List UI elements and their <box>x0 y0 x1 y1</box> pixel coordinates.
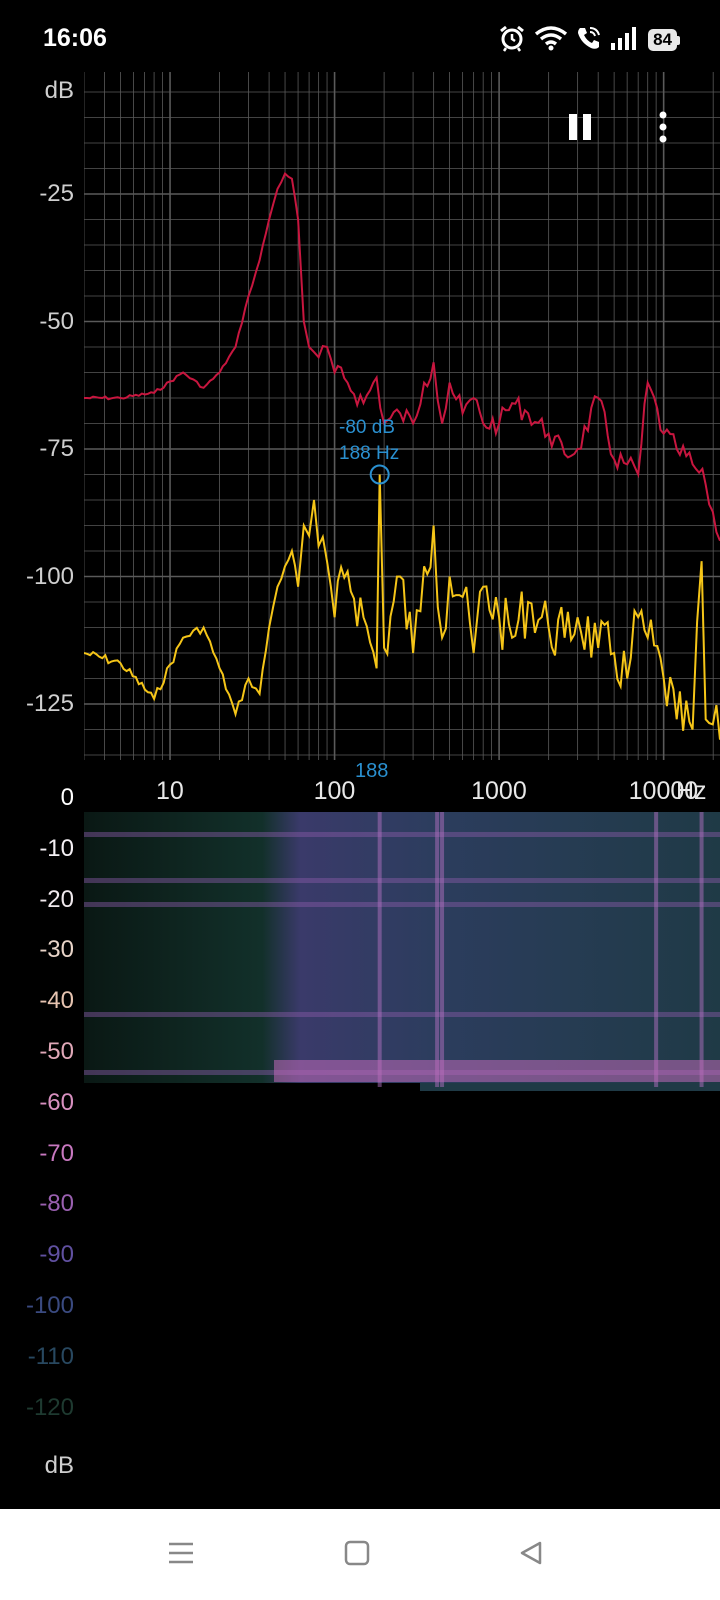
battery-level: 84 <box>648 29 677 51</box>
fft-chart[interactable] <box>84 72 720 760</box>
spectrogram-y-tick: -60 <box>39 1088 74 1116</box>
more-options-button[interactable] <box>654 110 672 146</box>
cursor-marker <box>369 464 390 485</box>
wifi-call-icon <box>576 25 602 56</box>
battery-icon: 84 <box>648 29 680 51</box>
fft-y-unit: dB <box>44 77 74 104</box>
fft-y-tick: -50 <box>39 307 74 335</box>
spectrogram-y-unit: dB <box>44 1452 74 1479</box>
fft-y-tick: -125 <box>25 690 74 717</box>
fft-x-tick: 10 <box>156 777 184 805</box>
spectrogram-band <box>84 832 720 837</box>
cursor-axis-marker: 188 <box>355 760 389 782</box>
spectrogram-y-tick: -30 <box>39 936 74 964</box>
status-bar: 16:06 84 <box>0 0 720 72</box>
fft-grid <box>84 72 720 760</box>
fft-x-unit: Hz <box>676 777 707 805</box>
spectrogram-y-tick: -70 <box>39 1139 74 1167</box>
spectrogram-band <box>84 902 720 907</box>
spectrogram-y-tick: -120 <box>25 1393 74 1421</box>
navigation-bar <box>0 1509 720 1600</box>
alarm-icon <box>498 24 526 57</box>
signal-icon <box>610 25 640 56</box>
spectrogram-y-tick: -10 <box>39 834 74 862</box>
spectrogram-streak <box>654 812 659 1087</box>
peak-hold-trace <box>84 171 720 542</box>
spectrogram-band <box>274 1060 720 1082</box>
spectrogram-streak <box>440 812 445 1087</box>
spectrogram-band <box>84 878 720 883</box>
fft-y-tick: -75 <box>39 435 74 462</box>
wifi-icon <box>534 25 568 56</box>
fft-x-tick: 10000 <box>628 777 699 805</box>
spectrogram-streak <box>435 812 440 1087</box>
fft-x-tick: 1000 <box>471 777 527 805</box>
pause-icon <box>569 114 591 140</box>
spectrogram-y-tick: -50 <box>39 1038 74 1065</box>
menu-icon[interactable] <box>167 1539 195 1572</box>
fft-y-tick: -25 <box>39 180 74 207</box>
status-icons: 84 <box>498 24 680 56</box>
spectrogram-band <box>84 1012 720 1017</box>
spectrogram-y-tick: -40 <box>39 987 74 1015</box>
status-time: 16:06 <box>43 24 107 52</box>
back-icon[interactable] <box>517 1539 545 1572</box>
spectrogram-y-tick: -80 <box>39 1190 74 1218</box>
spectrogram-y-tick: -110 <box>27 1342 74 1370</box>
current-spectrum-trace <box>84 474 720 740</box>
spectrogram-streak <box>377 812 382 1087</box>
spectrogram-y-tick: 0 <box>60 784 74 811</box>
spectrogram-y-tick: -20 <box>39 885 74 913</box>
spectrogram-y-tick: -100 <box>25 1292 74 1319</box>
pause-button[interactable] <box>566 112 596 142</box>
cursor-db-label: -80 dB <box>339 417 395 438</box>
spectrogram-streak <box>699 812 704 1087</box>
more-vert-icon <box>659 111 667 143</box>
home-icon[interactable] <box>343 1539 371 1572</box>
fft-x-tick: 100 <box>313 777 356 805</box>
cursor-hz-label: 188 Hz <box>339 443 400 464</box>
spectrogram-y-tick: -90 <box>39 1241 74 1269</box>
fft-y-tick: -100 <box>25 562 74 590</box>
spectrogram[interactable] <box>84 812 720 1095</box>
